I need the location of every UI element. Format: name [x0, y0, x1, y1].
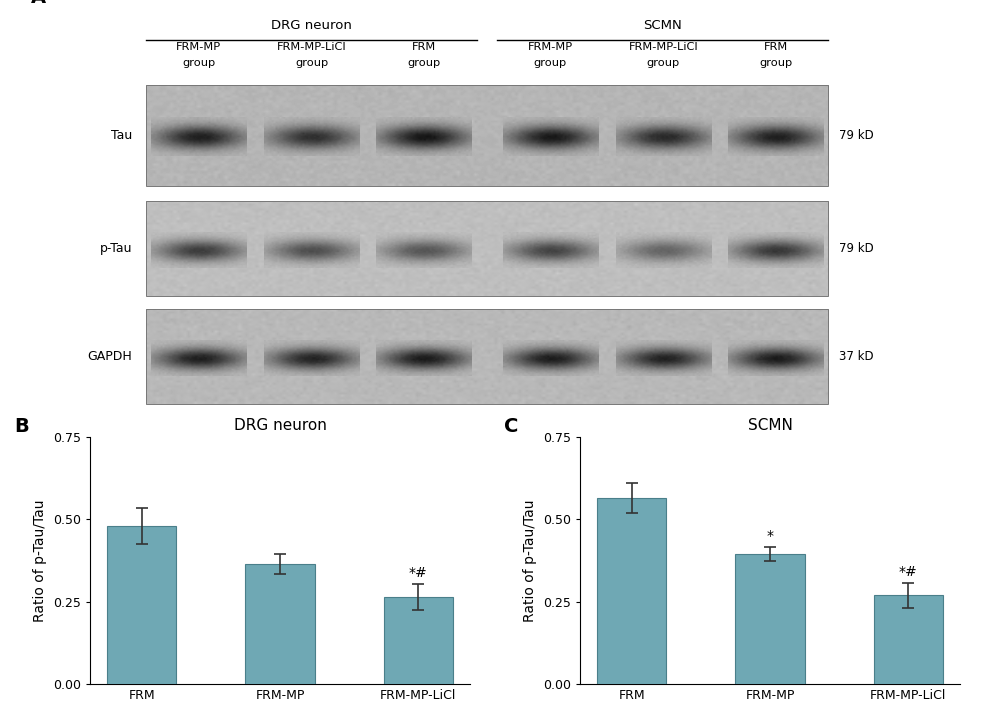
Bar: [384, 597, 453, 684]
Text: GAPDH: GAPDH: [87, 350, 132, 363]
Text: *: *: [767, 529, 774, 543]
Bar: [874, 596, 943, 684]
Y-axis label: Ratio of p-Tau/Tau: Ratio of p-Tau/Tau: [523, 499, 537, 622]
Text: C: C: [504, 417, 518, 436]
Text: FRM-MP: FRM-MP: [176, 42, 221, 52]
Text: B: B: [14, 417, 29, 436]
Text: FRM-MP: FRM-MP: [528, 42, 573, 52]
Text: FRM-MP-LiCl: FRM-MP-LiCl: [277, 42, 347, 52]
Text: A: A: [31, 0, 46, 7]
Text: group: group: [759, 58, 792, 68]
Text: SCMN: SCMN: [643, 19, 682, 32]
Title: DRG neuron: DRG neuron: [234, 418, 326, 433]
Bar: [245, 564, 315, 684]
Text: group: group: [295, 58, 328, 68]
Text: 79 kD: 79 kD: [839, 242, 874, 255]
Text: p-Tau: p-Tau: [100, 242, 132, 255]
Y-axis label: Ratio of p-Tau/Tau: Ratio of p-Tau/Tau: [33, 499, 47, 622]
Text: Tau: Tau: [111, 129, 132, 142]
Text: group: group: [182, 58, 215, 68]
Bar: [597, 498, 666, 684]
Text: FRM: FRM: [763, 42, 788, 52]
Text: FRM: FRM: [412, 42, 436, 52]
Text: *#: *#: [409, 566, 428, 579]
Text: group: group: [407, 58, 441, 68]
Bar: [735, 554, 805, 684]
Title: SCMN: SCMN: [748, 418, 792, 433]
Text: group: group: [647, 58, 680, 68]
Text: group: group: [534, 58, 567, 68]
Text: *#: *#: [899, 565, 918, 579]
Text: 37 kD: 37 kD: [839, 350, 874, 363]
Bar: [107, 526, 176, 684]
Text: DRG neuron: DRG neuron: [271, 19, 352, 32]
Text: 79 kD: 79 kD: [839, 129, 874, 142]
Text: FRM-MP-LiCl: FRM-MP-LiCl: [628, 42, 698, 52]
